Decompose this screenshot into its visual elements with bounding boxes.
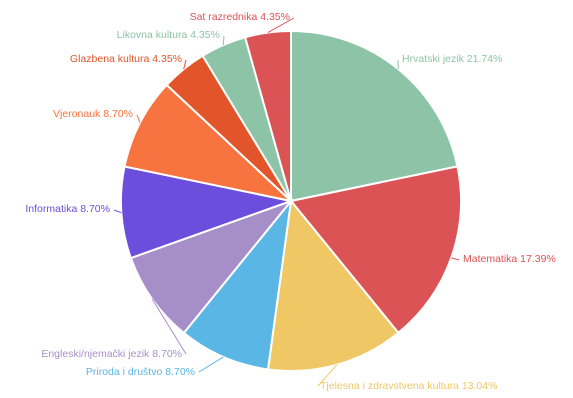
pie-slice xyxy=(266,198,400,372)
pie-labels: Hrvatski jezik 21.74% Matematika 17.39% Tj… xyxy=(25,11,555,392)
pie-slice-label: Likovna kultura 4.35% xyxy=(117,29,220,41)
pie-leader-line xyxy=(151,298,187,355)
pie-slice xyxy=(289,165,462,335)
pie-slice-label: Priroda i društvo 8.70% xyxy=(86,366,195,378)
pie-slice-label: Informatika 8.70% xyxy=(25,203,110,215)
pie-slice-label: Matematika 17.39% xyxy=(463,253,556,265)
pie-leader-line xyxy=(198,356,224,373)
pie-slice-label: Vjeronauk 8.70% xyxy=(53,108,133,120)
pie-leader-line xyxy=(451,257,460,261)
pie-slice-label: Tjelesna i zdravstvena kultura 13.04% xyxy=(320,380,497,392)
pie-leader-line xyxy=(267,17,295,34)
pie-slice xyxy=(129,198,295,335)
pie-slice xyxy=(243,29,292,202)
pie-slice xyxy=(120,165,295,260)
pie-slice-label: Sat razrednika 4.35% xyxy=(190,11,290,23)
pie-leader-line xyxy=(222,35,225,46)
pie-leader-line xyxy=(136,114,141,124)
pie-slice xyxy=(123,83,295,203)
pie-slice-label: Hrvatski jezik 21.74% xyxy=(402,53,502,65)
pie-leader-line xyxy=(317,364,338,387)
pie-leader-line xyxy=(183,59,187,70)
pie-slice-label: Engleski/njemački jezik 8.70% xyxy=(41,348,182,360)
pie-slice xyxy=(182,197,293,371)
pie-leader-line xyxy=(113,209,122,214)
pie-slices xyxy=(120,29,462,372)
pie-slice-label: Glazbena kultura 4.35% xyxy=(70,53,182,65)
